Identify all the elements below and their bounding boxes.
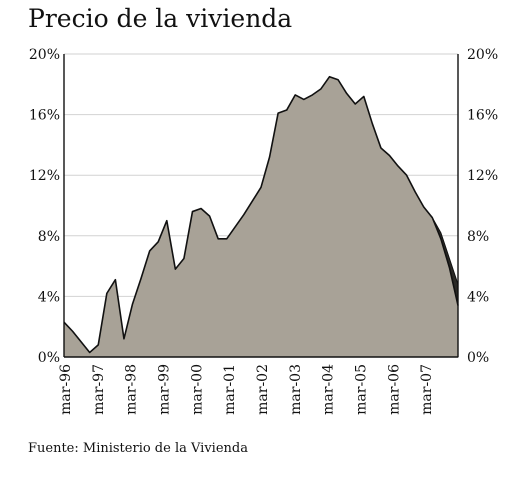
x-tick-label: mar-05 <box>354 364 370 415</box>
y-tick-label-right: 8% <box>467 229 489 245</box>
x-tick-label: mar-04 <box>321 364 337 415</box>
price-line <box>63 75 459 354</box>
x-tick-label: mar-99 <box>157 364 173 415</box>
y-tick-label-left: 8% <box>38 229 60 245</box>
axes <box>63 54 459 358</box>
x-tick-label: mar-02 <box>255 364 271 415</box>
y-tick-label-right: 16% <box>467 108 498 124</box>
x-tick-label: mar-00 <box>189 364 205 415</box>
x-tick-label: mar-06 <box>386 364 402 415</box>
chart-title: Precio de la vivienda <box>28 4 292 33</box>
x-tick-label: mar-03 <box>288 364 304 415</box>
x-axis: mar-96 mar-97 mar-98 mar-99 mar-00 mar-01 mar-… <box>58 364 435 415</box>
plot-area <box>63 75 459 358</box>
y-axis-right: 0% 4% 8% 12% 16% 20% <box>467 47 498 366</box>
x-tick-label: mar-96 <box>58 364 74 415</box>
y-tick-label-left: 16% <box>29 108 60 124</box>
y-tick-label-left: 4% <box>38 289 60 305</box>
y-tick-label-right: 4% <box>467 289 489 305</box>
y-tick-label-left: 20% <box>29 47 60 63</box>
y-axis-left: 0% 4% 8% 12% 16% 20% <box>29 47 60 366</box>
x-tick-label: mar-98 <box>124 364 140 415</box>
y-tick-label-right: 12% <box>467 168 498 184</box>
source-note: Fuente: Ministerio de la Vivienda <box>28 441 248 456</box>
y-tick-label-left: 12% <box>29 168 60 184</box>
price-area <box>64 76 458 357</box>
x-tick-label: mar-07 <box>419 364 435 415</box>
y-tick-label-left: 0% <box>38 350 60 366</box>
y-tick-label-right: 20% <box>467 47 498 63</box>
x-tick-label: mar-01 <box>222 364 238 415</box>
x-tick-label: mar-97 <box>91 364 107 415</box>
y-tick-label-right: 0% <box>467 350 489 366</box>
